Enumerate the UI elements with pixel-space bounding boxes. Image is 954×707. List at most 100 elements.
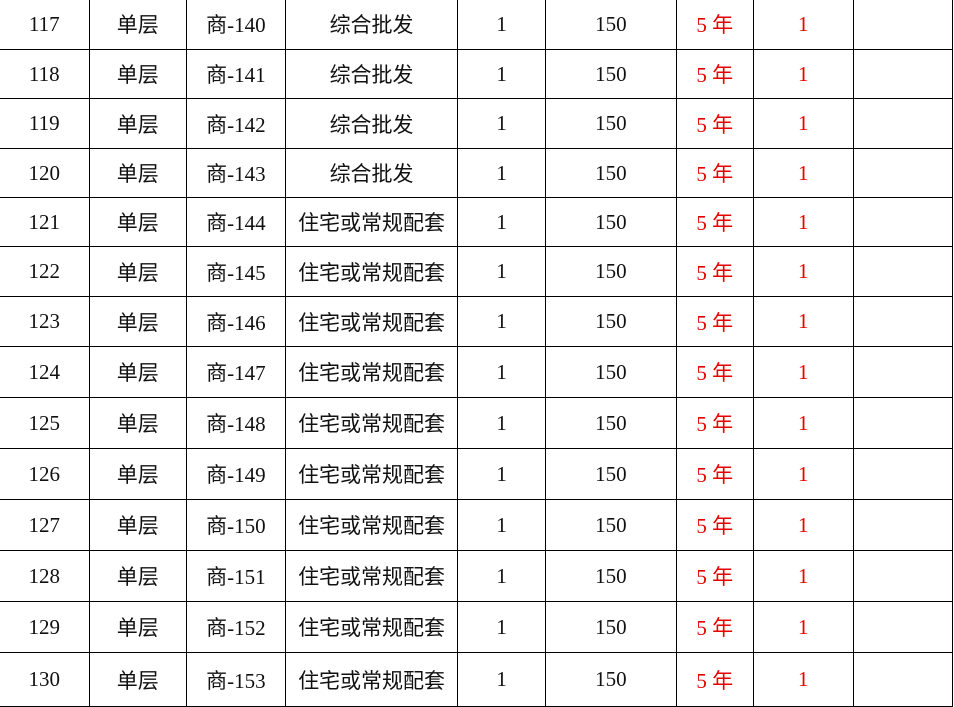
- cell-area: 150: [544, 197, 677, 247]
- cell-qty: 1: [457, 346, 546, 398]
- cell-code: 商-144: [186, 197, 286, 247]
- cell-use: 住宅或常规配套: [284, 550, 459, 602]
- cell-qty: 1: [457, 652, 546, 707]
- cell-area: 150: [544, 499, 677, 551]
- cell-no: 124: [0, 346, 90, 398]
- cell-note: [852, 448, 954, 500]
- cell-count: 1: [752, 148, 854, 198]
- cell-term: 5 年: [675, 49, 754, 99]
- cell-no: 120: [0, 148, 90, 198]
- cell-qty: 1: [457, 197, 546, 247]
- cell-type: 单层: [88, 448, 188, 500]
- cell-use: 住宅或常规配套: [284, 499, 459, 551]
- cell-code: 商-142: [186, 98, 286, 149]
- cell-note: [852, 246, 954, 297]
- cell-area: 150: [544, 98, 677, 149]
- cell-use: 住宅或常规配套: [284, 346, 459, 398]
- cell-use: 住宅或常规配套: [284, 652, 459, 707]
- cell-no: 123: [0, 296, 90, 347]
- cell-term: 5 年: [675, 448, 754, 500]
- cell-no: 121: [0, 197, 90, 247]
- cell-code: 商-150: [186, 499, 286, 551]
- cell-code: 商-149: [186, 448, 286, 500]
- cell-note: [852, 652, 954, 707]
- cell-no: 127: [0, 499, 90, 551]
- cell-qty: 1: [457, 0, 546, 50]
- cell-count: 1: [752, 197, 854, 247]
- cell-term: 5 年: [675, 652, 754, 707]
- cell-no: 122: [0, 246, 90, 297]
- cell-qty: 1: [457, 397, 546, 449]
- cell-term: 5 年: [675, 148, 754, 198]
- cell-use: 综合批发: [284, 49, 459, 99]
- cell-count: 1: [752, 346, 854, 398]
- cell-area: 150: [544, 49, 677, 99]
- cell-note: [852, 397, 954, 449]
- cell-no: 119: [0, 98, 90, 149]
- cell-area: 150: [544, 448, 677, 500]
- cell-term: 5 年: [675, 550, 754, 602]
- cell-code: 商-143: [186, 148, 286, 198]
- cell-qty: 1: [457, 246, 546, 297]
- cell-code: 商-146: [186, 296, 286, 347]
- cell-count: 1: [752, 601, 854, 653]
- cell-term: 5 年: [675, 98, 754, 149]
- cell-use: 住宅或常规配套: [284, 601, 459, 653]
- cell-type: 单层: [88, 98, 188, 149]
- cell-area: 150: [544, 148, 677, 198]
- cell-code: 商-145: [186, 246, 286, 297]
- cell-use: 住宅或常规配套: [284, 246, 459, 297]
- cell-area: 150: [544, 652, 677, 707]
- cell-use: 综合批发: [284, 98, 459, 149]
- cell-qty: 1: [457, 499, 546, 551]
- cell-area: 150: [544, 601, 677, 653]
- cell-no: 128: [0, 550, 90, 602]
- cell-count: 1: [752, 499, 854, 551]
- cell-area: 150: [544, 0, 677, 50]
- cell-no: 130: [0, 652, 90, 707]
- cell-use: 住宅或常规配套: [284, 296, 459, 347]
- cell-count: 1: [752, 397, 854, 449]
- cell-term: 5 年: [675, 0, 754, 50]
- cell-use: 住宅或常规配套: [284, 197, 459, 247]
- cell-count: 1: [752, 49, 854, 99]
- cell-type: 单层: [88, 652, 188, 707]
- cell-note: [852, 49, 954, 99]
- cell-type: 单层: [88, 296, 188, 347]
- cell-type: 单层: [88, 0, 188, 50]
- cell-count: 1: [752, 652, 854, 707]
- cell-area: 150: [544, 246, 677, 297]
- cell-code: 商-151: [186, 550, 286, 602]
- cell-no: 117: [0, 0, 90, 50]
- cell-term: 5 年: [675, 397, 754, 449]
- cell-type: 单层: [88, 346, 188, 398]
- cell-type: 单层: [88, 601, 188, 653]
- cell-note: [852, 499, 954, 551]
- cell-note: [852, 601, 954, 653]
- cell-code: 商-153: [186, 652, 286, 707]
- cell-note: [852, 346, 954, 398]
- cell-code: 商-152: [186, 601, 286, 653]
- cell-type: 单层: [88, 499, 188, 551]
- cell-note: [852, 550, 954, 602]
- cell-area: 150: [544, 346, 677, 398]
- cell-qty: 1: [457, 550, 546, 602]
- cell-use: 综合批发: [284, 0, 459, 50]
- cell-note: [852, 0, 954, 50]
- cell-qty: 1: [457, 601, 546, 653]
- cell-type: 单层: [88, 148, 188, 198]
- cell-count: 1: [752, 550, 854, 602]
- cell-note: [852, 197, 954, 247]
- cell-code: 商-148: [186, 397, 286, 449]
- cell-qty: 1: [457, 98, 546, 149]
